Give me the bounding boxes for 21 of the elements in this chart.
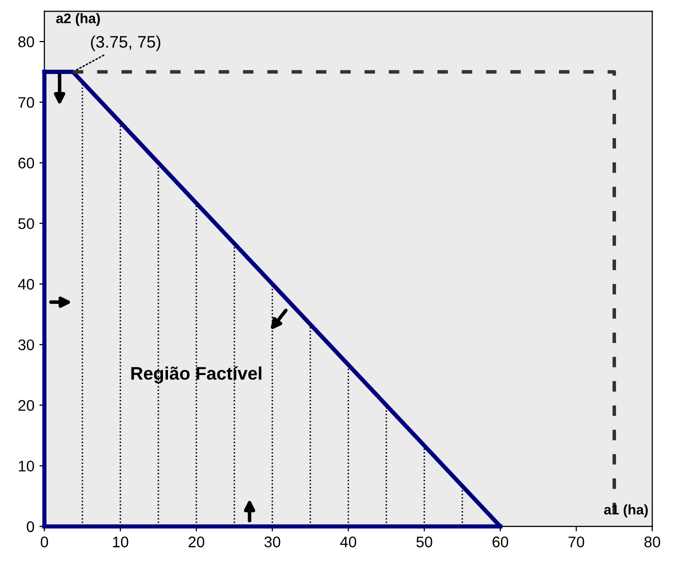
annotation: (3.75, 75) [91,36,160,52]
y-tick-label: 0 [26,521,34,532]
y-tick-label: 60 [18,158,34,168]
x-tick-label: 80 [644,536,660,548]
x-tick-label: 20 [188,536,204,548]
x-tick-label: 10 [113,536,128,548]
x-tick-label: 0 [40,536,48,548]
x-tick-label: 30 [264,536,280,548]
x-tick-label: 60 [492,536,508,548]
y-tick-label: 80 [18,36,34,48]
x-tick-label: 40 [340,536,356,548]
y-tick-label: 50 [18,218,34,230]
y-tick-label: 30 [18,339,34,350]
y-tick-label: 20 [18,400,34,411]
x-tick-label: 50 [416,536,432,548]
y-tick-label: 10 [18,460,34,472]
y-tick-label: 40 [18,278,34,290]
annotation: Região Factível [131,366,262,384]
y-tick-label: 70 [18,97,34,108]
y-axis-title: a2 (ha) [56,13,100,26]
x-tick-label: 70 [568,536,584,548]
